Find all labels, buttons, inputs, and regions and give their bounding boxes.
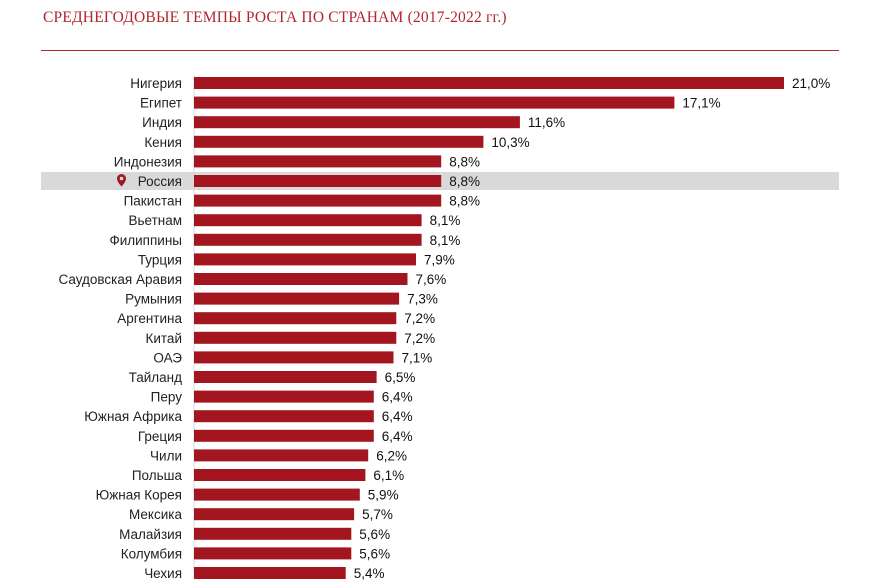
- bar: [194, 449, 369, 462]
- bar: [194, 390, 374, 403]
- category-label: Турция: [138, 252, 182, 267]
- bars: [194, 77, 784, 579]
- bar: [194, 292, 400, 305]
- bar: [194, 469, 366, 481]
- value-label: 6,2%: [376, 448, 407, 463]
- category-label: ОАЭ: [153, 350, 182, 365]
- value-label: 8,8%: [449, 194, 480, 209]
- category-label: Колумбия: [121, 546, 182, 561]
- value-label: 6,5%: [385, 370, 416, 385]
- value-label: 5,6%: [359, 527, 390, 542]
- value-label: 7,6%: [416, 272, 447, 287]
- category-label: Мексика: [129, 507, 182, 522]
- category-label: Тайланд: [129, 370, 183, 385]
- bar: [194, 547, 352, 560]
- category-label: Россия: [138, 174, 182, 189]
- category-label: Польша: [132, 468, 183, 483]
- bar: [194, 116, 520, 129]
- bar: [194, 567, 346, 579]
- value-label: 10,3%: [491, 135, 529, 150]
- bar: [194, 77, 784, 89]
- bar: [194, 508, 355, 521]
- bar: [194, 488, 360, 501]
- category-label: Чехия: [144, 566, 182, 580]
- category-label: Египет: [140, 96, 182, 111]
- map-pin-icon: [117, 174, 126, 187]
- bar: [194, 351, 394, 364]
- category-label: Вьетнам: [128, 213, 182, 228]
- bar: [194, 175, 442, 187]
- value-label: 6,4%: [382, 429, 413, 444]
- category-label: Саудовская Аравия: [58, 272, 182, 287]
- category-label: Индия: [142, 115, 182, 130]
- value-label: 7,3%: [407, 292, 438, 307]
- value-label: 5,4%: [354, 566, 385, 580]
- bar: [194, 429, 374, 442]
- value-label: 7,1%: [402, 350, 433, 365]
- bar: [194, 135, 484, 148]
- value-label: 6,4%: [382, 390, 413, 405]
- value-label: 8,8%: [449, 174, 480, 189]
- category-label: Индонезия: [114, 154, 182, 169]
- category-label: Пакистан: [124, 194, 182, 209]
- category-label: Румыния: [125, 292, 182, 307]
- value-label: 8,1%: [430, 213, 461, 228]
- value-label: 17,1%: [682, 96, 720, 111]
- category-label: Кения: [144, 135, 182, 150]
- value-label: 6,1%: [373, 468, 404, 483]
- value-label: 8,1%: [430, 233, 461, 248]
- bar: [194, 527, 352, 540]
- bar: [194, 253, 416, 266]
- value-label: 5,6%: [359, 546, 390, 561]
- value-label: 5,9%: [368, 488, 399, 503]
- value-label: 7,9%: [424, 252, 455, 267]
- category-label: Перу: [151, 390, 183, 405]
- bar: [194, 410, 374, 423]
- category-label: Чили: [150, 448, 182, 463]
- category-label: Южная Корея: [96, 488, 182, 503]
- bar: [194, 273, 408, 285]
- value-labels: 21,0% 17,1% 11,6% 10,3% 8,8% 8,8% 8,8% 8,1% 8,1%…: [354, 76, 831, 580]
- category-label: Китай: [146, 331, 183, 346]
- bar: [194, 214, 422, 227]
- value-label: 7,2%: [404, 331, 435, 346]
- title-divider: [41, 50, 839, 51]
- bar: [194, 371, 377, 383]
- category-label: Нигерия: [130, 76, 182, 91]
- bar: [194, 194, 442, 207]
- value-label: 5,7%: [362, 507, 393, 522]
- category-label: Малайзия: [119, 527, 182, 542]
- bar: [194, 155, 442, 168]
- bar: [194, 233, 422, 246]
- bar: [194, 331, 397, 344]
- category-label: Греция: [138, 429, 182, 444]
- value-label: 6,4%: [382, 409, 413, 424]
- category-label: Филиппины: [109, 233, 182, 248]
- chart-title: СРЕДНЕГОДОВЫЕ ТЕМПЫ РОСТА ПО СТРАНАМ (20…: [43, 9, 507, 26]
- category-label: Аргентина: [117, 311, 182, 326]
- category-label: Южная Африка: [84, 409, 182, 424]
- value-label: 21,0%: [792, 76, 830, 91]
- bar: [194, 312, 397, 325]
- bar: [194, 96, 675, 109]
- value-label: 11,6%: [528, 115, 565, 130]
- category-labels: Нигерия Египет Индия Кения Индонезия Россия Па…: [58, 76, 182, 580]
- value-label: 7,2%: [404, 311, 435, 326]
- value-label: 8,8%: [449, 154, 480, 169]
